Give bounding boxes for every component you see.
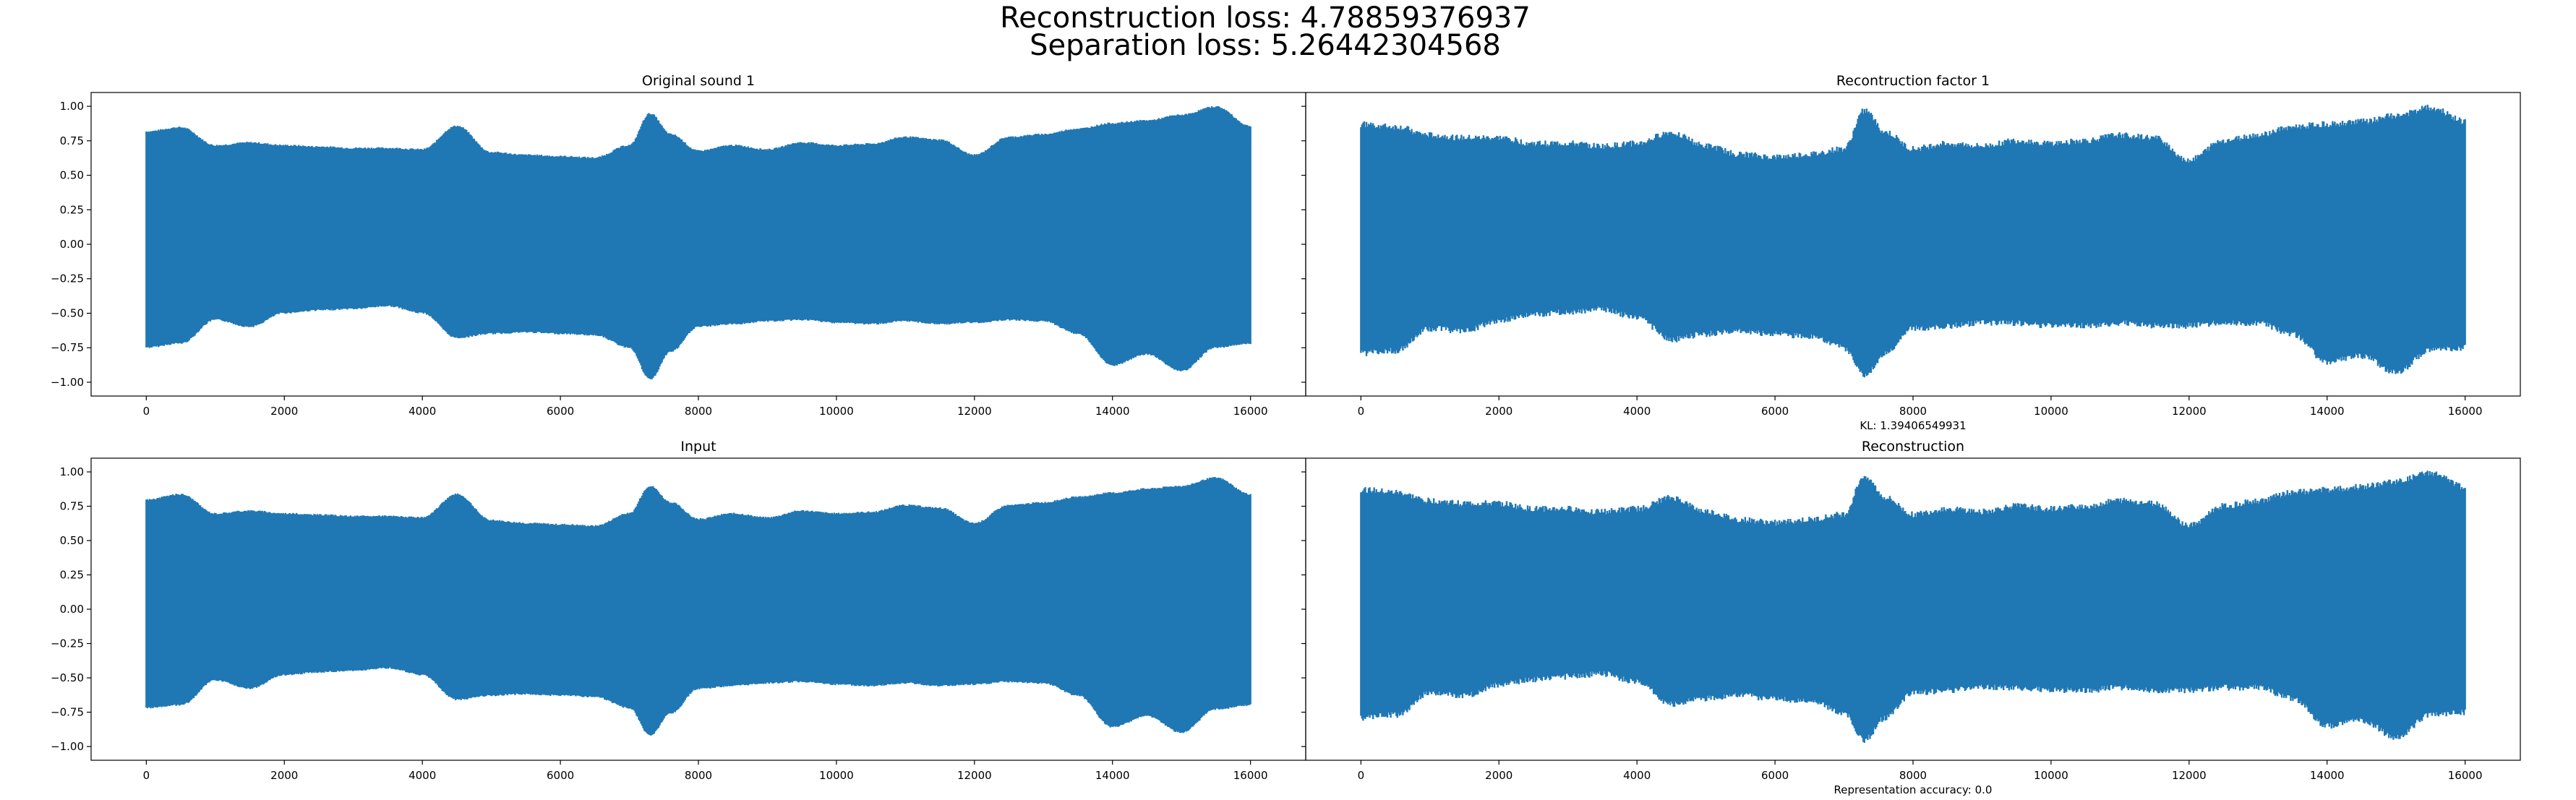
y-tick-label: 0.75 bbox=[60, 500, 84, 513]
x-tick-label: 4000 bbox=[408, 405, 436, 418]
x-tick-label: 10000 bbox=[819, 769, 854, 782]
x-tick-label: 10000 bbox=[2034, 769, 2068, 782]
y-tick-label: 0.75 bbox=[60, 134, 84, 147]
x-tick-label: 2000 bbox=[1485, 769, 1512, 782]
axes-title: Input bbox=[680, 439, 716, 455]
x-tick-label: 14000 bbox=[1095, 405, 1130, 418]
y-tick-label: 0.00 bbox=[60, 603, 84, 616]
x-axis-label: KL: 1.39406549931 bbox=[1860, 419, 1966, 432]
x-tick-label: 0 bbox=[1358, 405, 1365, 418]
y-tick-label: −0.75 bbox=[51, 341, 84, 354]
y-tick-label: 1.00 bbox=[60, 465, 84, 478]
x-tick-label: 6000 bbox=[1761, 405, 1789, 418]
series-waveform bbox=[145, 106, 1251, 379]
y-tick-label: −0.25 bbox=[51, 637, 84, 650]
x-tick-label: 4000 bbox=[408, 769, 436, 782]
x-tick-label: 12000 bbox=[2172, 405, 2207, 418]
y-tick-label: 1.00 bbox=[60, 100, 84, 113]
x-tick-label: 6000 bbox=[547, 405, 574, 418]
x-tick-label: 4000 bbox=[1623, 769, 1651, 782]
x-tick-label: 8000 bbox=[1899, 769, 1927, 782]
y-tick-label: −0.50 bbox=[51, 306, 84, 319]
axes-frame bbox=[1305, 92, 2521, 397]
x-tick-label: 8000 bbox=[685, 405, 712, 418]
x-tick-label: 14000 bbox=[1095, 769, 1130, 782]
y-tick-label: 0.25 bbox=[60, 203, 84, 216]
y-tick-label: −0.50 bbox=[51, 671, 84, 684]
x-tick-label: 12000 bbox=[2172, 769, 2207, 782]
y-tick-label: 0.50 bbox=[60, 169, 84, 182]
x-tick-label: 4000 bbox=[1623, 405, 1651, 418]
x-tick-label: 0 bbox=[1358, 769, 1365, 782]
x-tick-label: 16000 bbox=[2448, 405, 2483, 418]
suptitle-line-1: Reconstruction loss: 4.78859376937 bbox=[1000, 1, 1531, 35]
x-tick-label: 8000 bbox=[685, 769, 712, 782]
x-tick-label: 2000 bbox=[270, 405, 298, 418]
series-waveform bbox=[1360, 104, 2466, 378]
axes-frame bbox=[1305, 457, 2521, 761]
suptitle-line-2: Separation loss: 5.26442304568 bbox=[1030, 29, 1501, 62]
x-tick-label: 8000 bbox=[1899, 405, 1927, 418]
series-waveform bbox=[145, 477, 1251, 736]
x-tick-label: 14000 bbox=[2310, 769, 2345, 782]
x-tick-label: 2000 bbox=[1485, 405, 1512, 418]
subplot-3: 0 2000 4000 6000 8000 10000 12000 14000 16000 −1.… bbox=[51, 439, 1306, 782]
x-tick-label: 16000 bbox=[1233, 405, 1268, 418]
x-tick-label: 10000 bbox=[2034, 405, 2068, 418]
y-tick-label: 0.00 bbox=[60, 238, 84, 251]
x-tick-label: 14000 bbox=[2310, 405, 2345, 418]
x-tick-label: 0 bbox=[143, 405, 150, 418]
x-tick-label: 12000 bbox=[957, 405, 992, 418]
y-tick-label: −1.00 bbox=[51, 740, 84, 753]
x-tick-label: 6000 bbox=[1761, 769, 1789, 782]
x-tick-label: 16000 bbox=[2448, 769, 2483, 782]
axes-title: Recontruction factor 1 bbox=[1836, 73, 1990, 89]
axes-title: Reconstruction bbox=[1862, 439, 1964, 455]
axes-title: Original sound 1 bbox=[642, 73, 755, 89]
x-axis-label: Representation accuracy: 0.0 bbox=[1834, 783, 1993, 796]
y-tick-label: −0.75 bbox=[51, 706, 84, 719]
y-tick-label: 0.50 bbox=[60, 534, 84, 547]
x-tick-label: 16000 bbox=[1233, 769, 1268, 782]
x-tick-label: 0 bbox=[143, 769, 150, 782]
y-tick-label: 0.25 bbox=[60, 569, 84, 582]
subplot-2: 0 2000 4000 6000 8000 10000 12000 14000 16000 Rec… bbox=[1301, 73, 2521, 432]
series-waveform bbox=[1360, 470, 2466, 743]
y-tick-label: −0.25 bbox=[51, 272, 84, 285]
y-tick-label: −1.00 bbox=[51, 376, 84, 389]
x-tick-label: 2000 bbox=[270, 769, 298, 782]
subplots: 0 2000 4000 6000 8000 10000 12000 14000 16000 −1.… bbox=[51, 73, 2521, 796]
x-tick-label: 6000 bbox=[547, 769, 574, 782]
x-tick-label: 12000 bbox=[957, 769, 992, 782]
subplot-4: 0 2000 4000 6000 8000 10000 12000 14000 16000 Rec… bbox=[1301, 439, 2521, 796]
x-tick-label: 10000 bbox=[819, 405, 854, 418]
